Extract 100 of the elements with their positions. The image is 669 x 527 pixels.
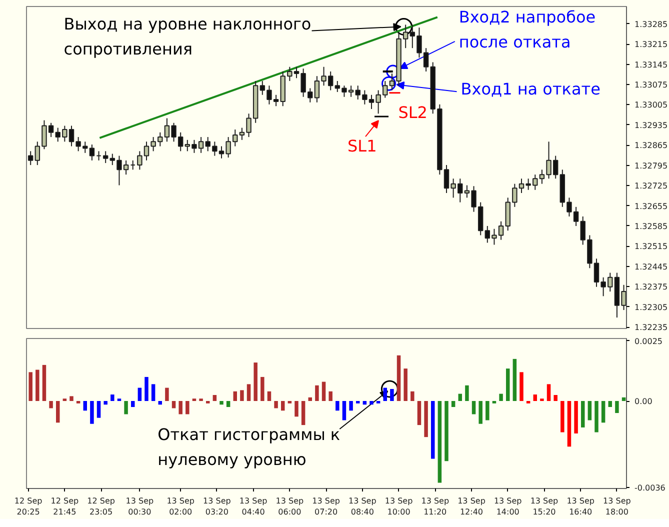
bar bbox=[124, 401, 128, 414]
x-tick-label: 13 Sep 14:00 bbox=[494, 496, 522, 516]
bar bbox=[417, 401, 422, 426]
x-tick-label: 12 Sep 23:05 bbox=[87, 496, 115, 516]
bar bbox=[608, 401, 612, 408]
bar bbox=[328, 391, 332, 401]
bar bbox=[165, 388, 169, 401]
y-tick-label: 1.32375 bbox=[634, 282, 668, 292]
bar bbox=[390, 388, 394, 401]
bar bbox=[83, 401, 88, 411]
bar bbox=[520, 372, 524, 401]
bar bbox=[336, 401, 340, 411]
x-tick-label: 13 Sep 04:40 bbox=[239, 496, 268, 516]
bar bbox=[486, 401, 490, 420]
x-tick-label: 13 Sep 11:20 bbox=[421, 496, 450, 516]
x-tick-label: 13 Sep 03:20 bbox=[203, 496, 231, 516]
y-tick-label: 1.32515 bbox=[634, 242, 668, 252]
bar bbox=[567, 401, 572, 447]
bar bbox=[370, 401, 374, 405]
annotation: SL1 bbox=[348, 136, 377, 156]
candlestick bbox=[410, 24, 416, 49]
y-tick-label: 1.32585 bbox=[634, 222, 668, 231]
x-tick-label: 13 Sep 16:40 bbox=[566, 496, 595, 516]
x-tick-label: 13 Sep 08:40 bbox=[348, 496, 376, 516]
bar bbox=[294, 401, 298, 417]
candlestick bbox=[110, 153, 116, 166]
bar bbox=[90, 401, 94, 424]
x-tick-label: 12 Sep 21:45 bbox=[50, 496, 79, 516]
bar bbox=[158, 401, 162, 405]
bar bbox=[478, 401, 482, 424]
x-tick-label: 13 Sep 07:20 bbox=[312, 496, 340, 516]
bar bbox=[254, 362, 258, 401]
bar bbox=[601, 401, 606, 423]
bar bbox=[267, 391, 272, 401]
bar bbox=[172, 401, 176, 408]
bar bbox=[444, 401, 448, 462]
bar bbox=[322, 382, 326, 401]
bar bbox=[138, 388, 142, 401]
bar bbox=[349, 401, 353, 411]
bar bbox=[308, 397, 312, 401]
y-tick-label: 0.00 bbox=[634, 397, 652, 406]
x-tick-label: 12 Sep 20:25 bbox=[14, 496, 42, 516]
bar bbox=[396, 355, 401, 401]
bar bbox=[301, 401, 306, 426]
bar bbox=[36, 370, 40, 401]
y-tick-label: 0.0025 bbox=[634, 336, 662, 346]
bar bbox=[533, 394, 538, 401]
bar bbox=[546, 384, 551, 401]
bar bbox=[430, 401, 435, 459]
bar bbox=[104, 401, 108, 405]
bar bbox=[178, 401, 182, 414]
bar bbox=[342, 401, 346, 420]
bar bbox=[451, 401, 456, 408]
bar bbox=[186, 401, 190, 414]
candlestick bbox=[28, 150, 34, 166]
y-tick-label: 1.33215 bbox=[634, 40, 668, 50]
y-tick-label: 1.32445 bbox=[634, 262, 668, 272]
bar bbox=[260, 376, 264, 401]
y-tick-label: 1.33005 bbox=[634, 100, 668, 110]
bar bbox=[622, 397, 626, 401]
y-tick-label: 1.32795 bbox=[634, 161, 668, 170]
bar bbox=[212, 394, 217, 401]
bar bbox=[465, 385, 469, 401]
bar bbox=[512, 358, 517, 401]
annotation: Вход2 напробое после отката bbox=[458, 7, 596, 52]
x-tick-label: 13 Sep 02:00 bbox=[166, 496, 195, 516]
annotation: Вход1 на откате bbox=[460, 80, 600, 99]
y-tick-label: 1.32935 bbox=[634, 120, 668, 130]
bar bbox=[458, 394, 462, 401]
y-tick-label: 1.32235 bbox=[634, 323, 668, 332]
bar bbox=[274, 401, 278, 408]
bar bbox=[240, 390, 244, 401]
bar bbox=[151, 384, 156, 401]
bar bbox=[49, 401, 53, 408]
bar bbox=[280, 401, 285, 411]
bar bbox=[594, 401, 598, 432]
bar bbox=[246, 384, 251, 401]
bar bbox=[315, 385, 319, 401]
bar bbox=[588, 401, 592, 420]
bar bbox=[96, 401, 101, 418]
x-tick-label: 13 Sep 10:00 bbox=[384, 496, 413, 516]
x-tick-label: 13 Sep 06:00 bbox=[276, 496, 304, 516]
bar bbox=[499, 394, 503, 401]
bar bbox=[472, 401, 476, 414]
bar bbox=[144, 376, 148, 401]
bar bbox=[574, 401, 578, 434]
bar bbox=[362, 401, 367, 405]
bar bbox=[220, 401, 224, 405]
bar bbox=[404, 368, 408, 401]
x-tick-label: 13 Sep 15:20 bbox=[530, 496, 558, 516]
bar bbox=[70, 396, 74, 401]
y-tick-label: 1.32725 bbox=[634, 182, 668, 191]
y-tick-label: 1.32305 bbox=[634, 302, 668, 312]
y-tick-label: 1.32655 bbox=[634, 202, 668, 211]
bar bbox=[28, 372, 32, 401]
bar bbox=[438, 401, 442, 483]
x-tick-label: 13 Sep 00:30 bbox=[126, 496, 154, 516]
annotation: SL2 bbox=[398, 102, 428, 122]
candlestick bbox=[102, 150, 108, 164]
bar bbox=[56, 401, 60, 423]
